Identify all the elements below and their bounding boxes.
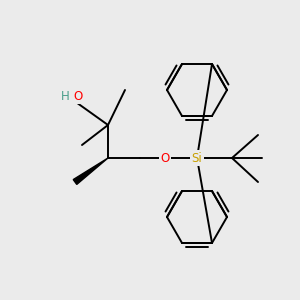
Polygon shape <box>73 158 108 184</box>
Text: H: H <box>61 89 69 103</box>
Text: Si: Si <box>192 152 203 164</box>
Text: O: O <box>160 152 169 164</box>
Text: O: O <box>74 89 82 103</box>
